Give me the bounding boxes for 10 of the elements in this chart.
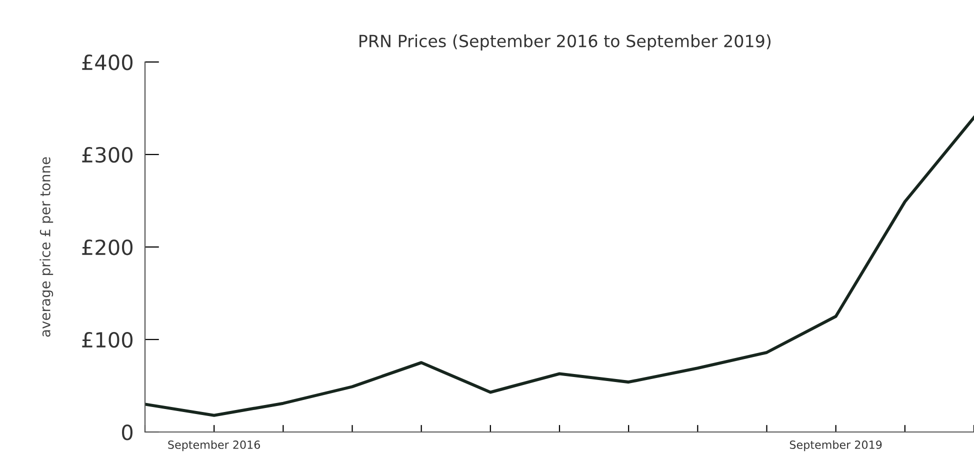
x-tick-label: September 2016 bbox=[168, 440, 260, 452]
y-tick-label: £300 bbox=[82, 146, 133, 163]
y-tick-label: £200 bbox=[82, 239, 133, 256]
chart-title: PRN Prices (September 2016 to September 2019) bbox=[360, 34, 771, 51]
line-series bbox=[145, 116, 974, 417]
x-tick-label: September 2019 bbox=[790, 440, 882, 452]
y-tick-label: £100 bbox=[82, 332, 133, 348]
y-tick-label: 0 bbox=[122, 424, 133, 440]
y-axis-title: average price £ per tonne bbox=[40, 157, 54, 337]
y-tick-label: £400 bbox=[82, 54, 133, 70]
